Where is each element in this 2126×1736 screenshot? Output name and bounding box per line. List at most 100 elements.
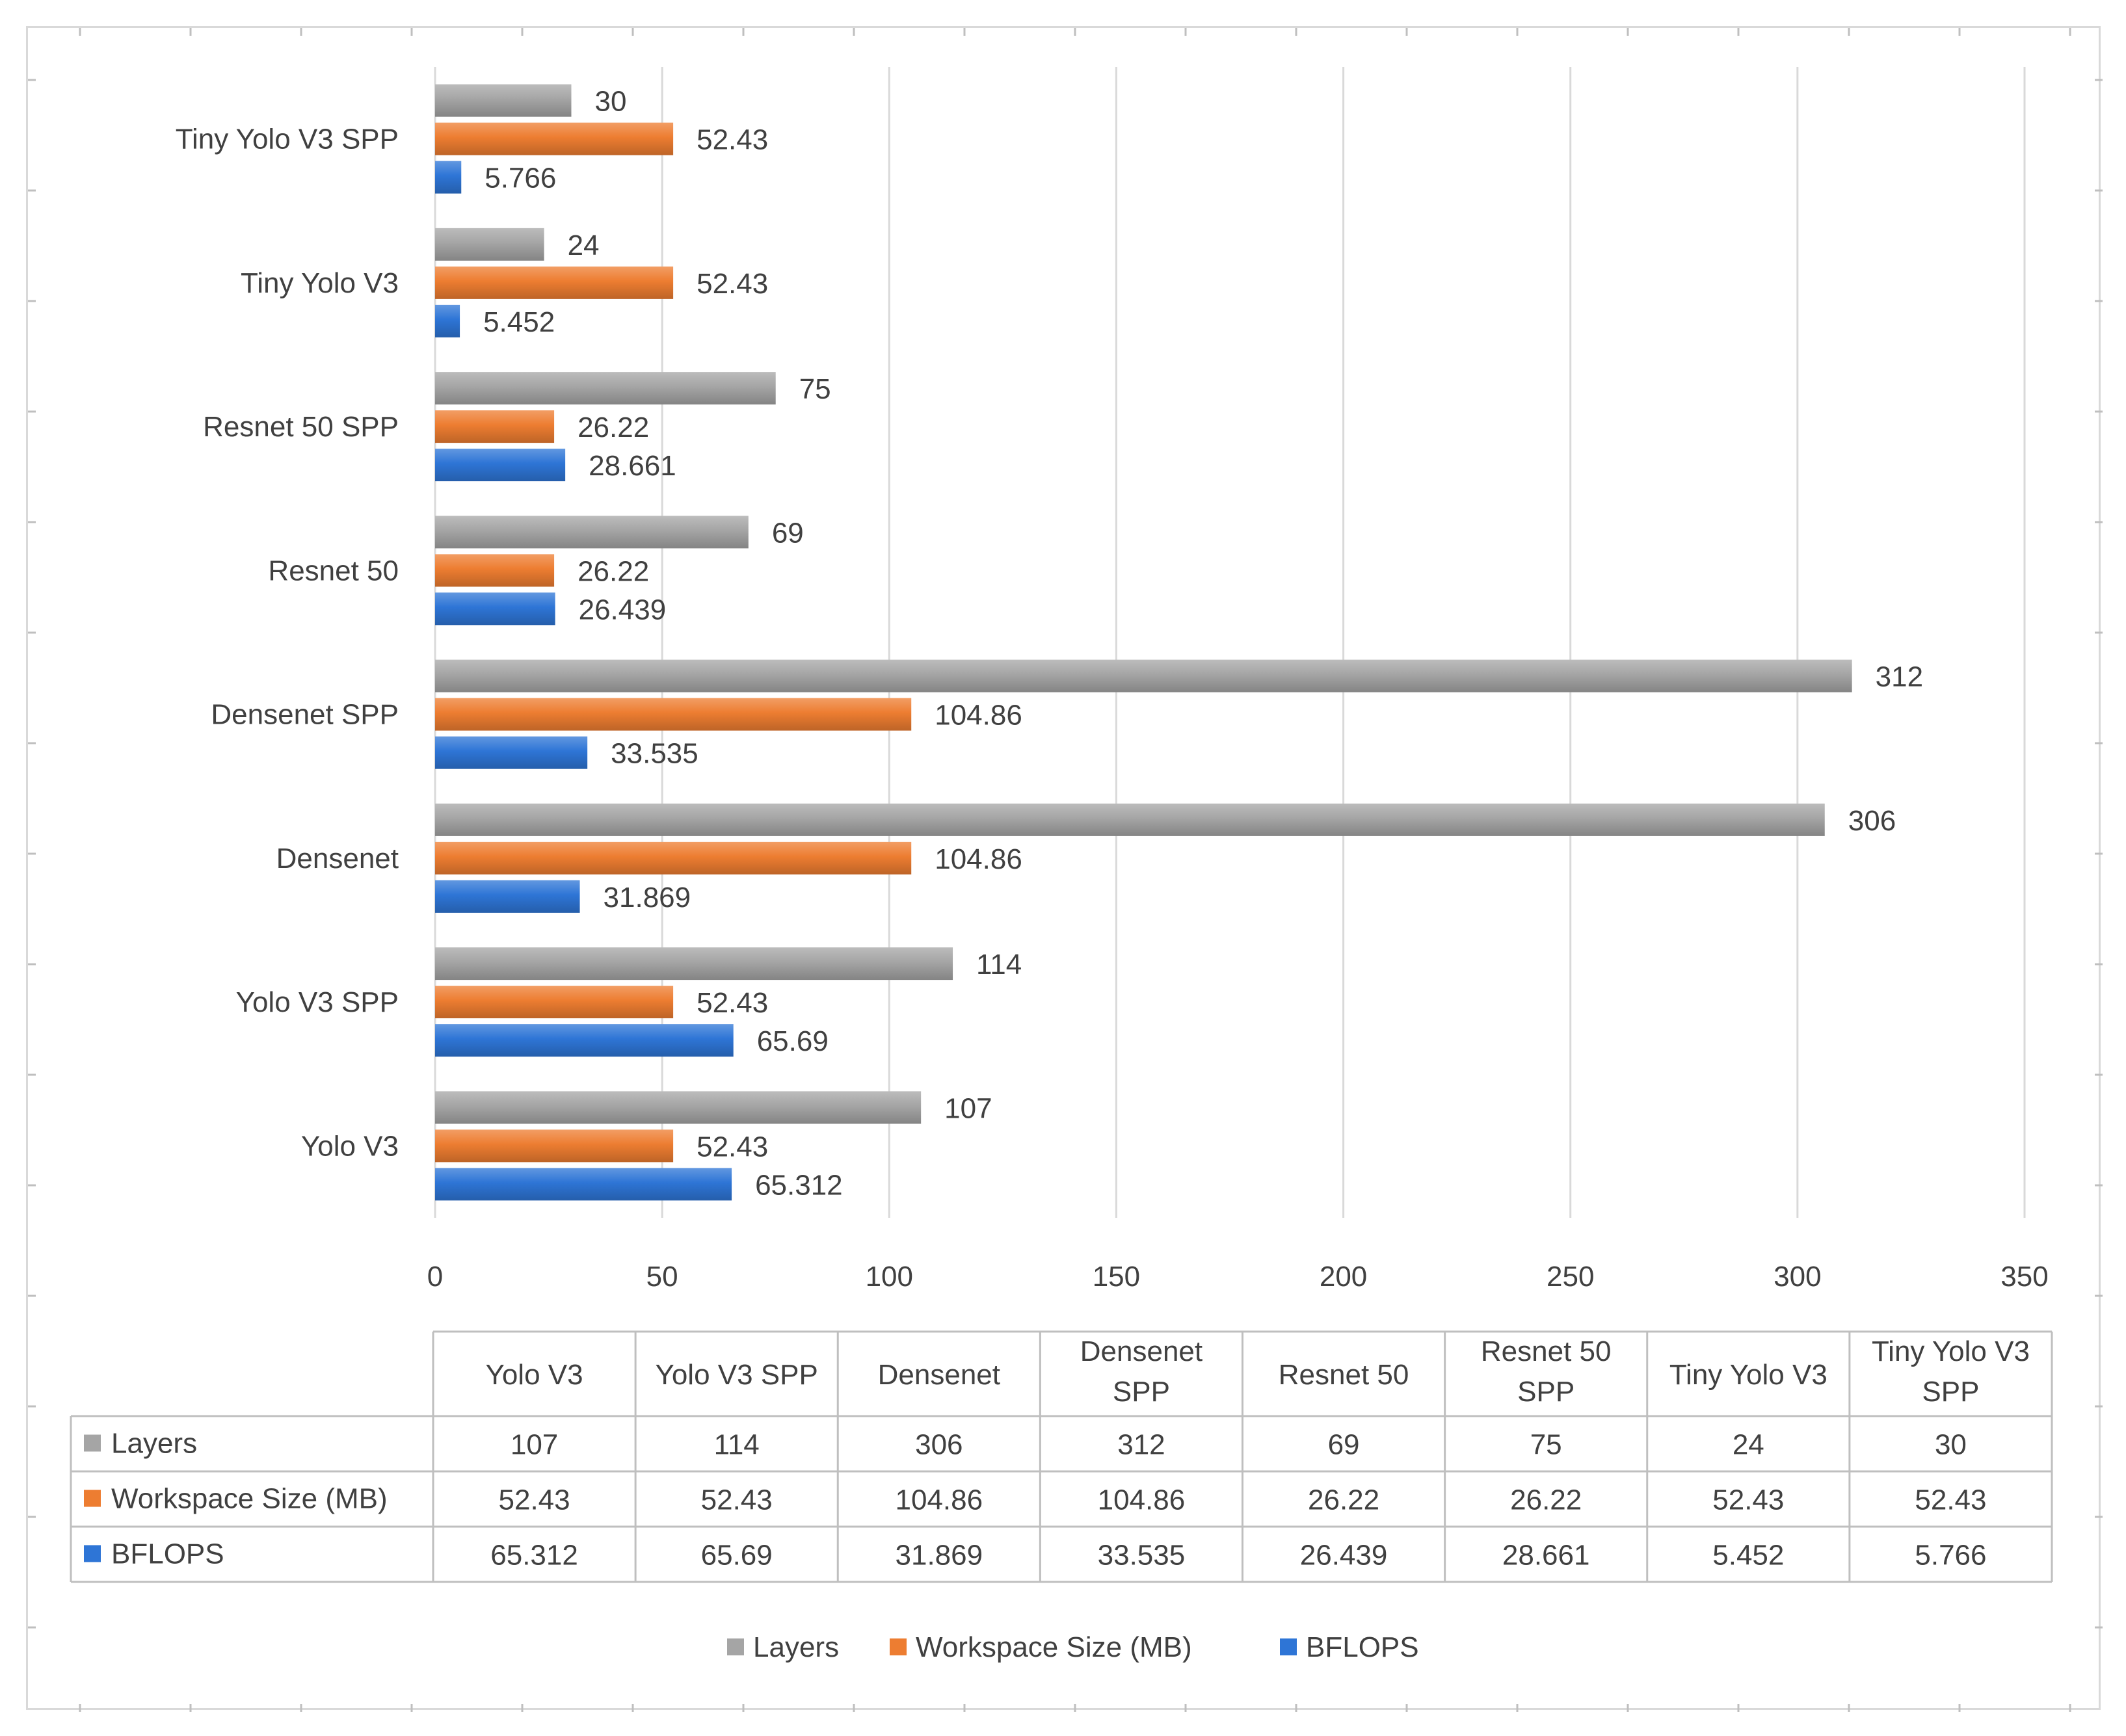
table-cell: 24 (1733, 1429, 1764, 1461)
table-cell: 52.43 (701, 1484, 773, 1516)
bar-layers (435, 659, 1852, 692)
table-cell: 26.22 (1510, 1484, 1582, 1516)
bar-bflops (435, 1024, 734, 1057)
table-cell: 28.661 (1502, 1540, 1590, 1572)
category-label: Yolo V3 (301, 1130, 399, 1162)
data-label: 75 (799, 373, 831, 405)
table-cell: 114 (714, 1429, 760, 1461)
table-legend-key (84, 1490, 101, 1507)
table-header: Resnet 50 (1481, 1335, 1612, 1367)
bar-chart: 0 50 100 150 200 250 300 350 Yolo V3 107 52.43 65.3… (28, 28, 2103, 1712)
table-cell: 75 (1530, 1429, 1562, 1461)
data-label: 24 (568, 230, 600, 261)
bar-layers (435, 803, 1825, 836)
x-tick-label: 150 (1093, 1261, 1140, 1293)
category-label: Densenet (276, 843, 399, 875)
category-label: Yolo V3 SPP (236, 986, 399, 1018)
bar-workspace-size-mb- (435, 698, 912, 731)
chart-frame: 0 50 100 150 200 250 300 350 Yolo V3 107 52.43 65.3… (26, 26, 2103, 1712)
data-label: 31.869 (604, 882, 691, 914)
data-label: 52.43 (697, 987, 768, 1019)
bar-layers (435, 516, 749, 549)
data-label: 312 (1876, 661, 1923, 693)
data-label: 26.439 (579, 594, 667, 625)
table-cell: 65.312 (490, 1540, 578, 1572)
data-label: 52.43 (697, 268, 768, 300)
data-label: 30 (594, 86, 626, 118)
table-cell: 30 (1935, 1429, 1967, 1461)
table-header: Densenet (878, 1359, 1000, 1391)
table-header: SPP (1922, 1376, 1979, 1408)
bar-bflops (435, 736, 588, 769)
x-tick-label: 300 (1774, 1261, 1821, 1293)
bar-workspace-size-mb- (435, 841, 912, 875)
category-label: Resnet 50 SPP (203, 411, 399, 443)
table-cell: 69 (1328, 1429, 1360, 1461)
table-header: Tiny Yolo V3 (1669, 1359, 1827, 1391)
table-row-label: Layers (111, 1428, 197, 1460)
data-label: 104.86 (935, 700, 1022, 731)
table-row-label: Workspace Size (MB) (111, 1483, 388, 1515)
data-label: 26.22 (578, 412, 649, 443)
data-label: 5.452 (483, 306, 555, 338)
table-legend-key (84, 1434, 101, 1452)
table-header: Yolo V3 SPP (656, 1359, 818, 1391)
data-label: 28.661 (589, 450, 676, 482)
bar-layers (435, 372, 776, 405)
bar-bflops (435, 449, 566, 482)
table-header: SPP (1517, 1376, 1575, 1408)
table-header: SPP (1113, 1376, 1170, 1408)
table-cell: 312 (1117, 1429, 1165, 1461)
bar-workspace-size-mb- (435, 266, 674, 299)
data-label: 52.43 (697, 124, 768, 156)
data-label: 107 (944, 1092, 992, 1124)
table-row-label: BFLOPS (111, 1538, 224, 1570)
data-label: 52.43 (697, 1131, 768, 1163)
table-cell: 33.535 (1098, 1540, 1186, 1572)
x-tick-label: 200 (1320, 1261, 1367, 1293)
bar-layers (435, 1091, 922, 1124)
bar-workspace-size-mb- (435, 986, 674, 1019)
table-cell: 104.86 (1098, 1484, 1186, 1516)
bar-bflops (435, 1168, 732, 1201)
bar-layers (435, 84, 572, 117)
bar-workspace-size-mb- (435, 122, 674, 155)
data-label: 33.535 (611, 738, 698, 770)
legend-key (1280, 1638, 1297, 1655)
legend-key (890, 1638, 907, 1655)
x-tick-label: 250 (1547, 1261, 1594, 1293)
table-cell: 107 (511, 1429, 558, 1461)
table-header: Resnet 50 (1279, 1359, 1409, 1391)
bar-bflops (435, 592, 555, 625)
data-label: 114 (976, 949, 1022, 980)
data-label: 69 (772, 517, 804, 549)
table-cell: 306 (915, 1429, 963, 1461)
legend-label: Layers (753, 1631, 839, 1663)
x-tick-label: 50 (646, 1261, 678, 1293)
data-label: 306 (1848, 805, 1896, 837)
data-label: 65.312 (755, 1169, 843, 1201)
table-header: Tiny Yolo V3 (1872, 1335, 2030, 1367)
bar-workspace-size-mb- (435, 1129, 674, 1163)
bar-bflops (435, 161, 462, 194)
bar-workspace-size-mb- (435, 554, 555, 587)
table-cell: 52.43 (1712, 1484, 1784, 1516)
table-header: Yolo V3 (486, 1359, 583, 1391)
category-label: Tiny Yolo V3 (241, 267, 399, 299)
category-label: Densenet SPP (211, 699, 399, 731)
data-label: 5.766 (485, 163, 556, 194)
legend-key (727, 1638, 744, 1655)
category-label: Resnet 50 (268, 555, 399, 586)
bar-bflops (435, 880, 580, 913)
x-tick-label: 350 (2000, 1261, 2048, 1293)
data-label: 26.22 (578, 555, 649, 587)
bar-layers (435, 947, 953, 980)
data-label: 65.69 (757, 1025, 829, 1057)
table-cell: 31.869 (896, 1540, 983, 1572)
table-cell: 26.439 (1300, 1540, 1388, 1572)
table-header: Densenet (1080, 1335, 1203, 1367)
category-label: Tiny Yolo V3 SPP (176, 124, 399, 155)
table-cell: 52.43 (1915, 1484, 1986, 1516)
table-legend-key (84, 1545, 101, 1562)
legend-label: Workspace Size (MB) (916, 1631, 1192, 1663)
